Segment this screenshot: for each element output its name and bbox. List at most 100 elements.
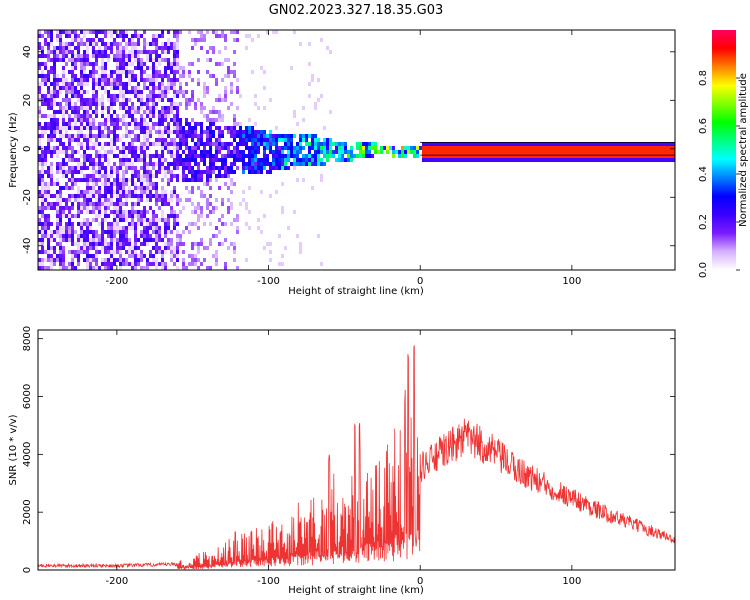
spectrogram-cell xyxy=(119,138,122,142)
spectrogram-cell xyxy=(239,122,242,126)
spectrogram-cell xyxy=(188,162,191,166)
spectrogram-cell xyxy=(158,126,161,130)
spectrogram-cell xyxy=(41,114,44,118)
spectrogram-cell xyxy=(158,122,161,126)
spectrogram-cell xyxy=(314,150,317,154)
spectrogram-cell xyxy=(521,158,524,162)
spectrogram-cell xyxy=(587,158,590,162)
spectrogram-cell xyxy=(104,238,107,242)
spectrogram-cell xyxy=(53,118,56,122)
spectrogram-cell xyxy=(68,98,71,102)
spectrogram-cell xyxy=(200,242,203,246)
spectrogram-cell xyxy=(227,146,230,150)
spectrogram-cell xyxy=(44,54,47,58)
spectrogram-cell xyxy=(158,142,161,146)
spectrogram-cell xyxy=(524,154,527,158)
spectrogram-cell xyxy=(122,102,125,106)
spectrogram-cell xyxy=(74,114,77,118)
spectrogram-cell xyxy=(368,146,371,150)
spectrogram-cell xyxy=(179,154,182,158)
spectrogram-cell xyxy=(173,190,176,194)
spectrogram-cell xyxy=(101,30,104,34)
spectrogram-cell xyxy=(554,142,557,146)
spectrogram-cell xyxy=(128,246,131,250)
spectrogram-cell xyxy=(104,166,107,170)
spectrogram-cell xyxy=(131,138,134,142)
spectrogram-cell xyxy=(80,134,83,138)
spectrogram-cell xyxy=(71,206,74,210)
spectrogram-cell xyxy=(173,166,176,170)
spectrogram-cell xyxy=(80,58,83,62)
spectrogram-cell xyxy=(230,150,233,154)
spectrogram-cell xyxy=(110,114,113,118)
spectrogram-cell xyxy=(92,234,95,238)
spectrogram-cell xyxy=(155,150,158,154)
spectrogram-cell xyxy=(221,78,224,82)
spectrogram-cell xyxy=(116,190,119,194)
spectrogram-cell xyxy=(179,234,182,238)
spectrogram-cell xyxy=(230,30,233,34)
spectrogram-cell xyxy=(50,258,53,262)
spectrogram-cell xyxy=(245,162,248,166)
spectrogram-cell xyxy=(236,218,239,222)
spectrogram-cell xyxy=(167,242,170,246)
spectrogram-cell xyxy=(104,262,107,266)
spectrogram-cell xyxy=(122,210,125,214)
spectrogram-cell xyxy=(305,162,308,166)
spectrogram-cell xyxy=(305,142,308,146)
spectrogram-cell xyxy=(95,54,98,58)
spectrogram-cell xyxy=(431,142,434,146)
spectrogram-cell xyxy=(134,210,137,214)
spectrogram-cell xyxy=(53,250,56,254)
spectrogram-cell xyxy=(77,262,80,266)
spectrogram-cell xyxy=(107,262,110,266)
spectrogram-cell xyxy=(251,166,254,170)
spectrogram-cell xyxy=(107,110,110,114)
spectrogram-cell xyxy=(113,154,116,158)
spectrogram-cell xyxy=(140,58,143,62)
spectrogram-cell xyxy=(164,170,167,174)
spectrogram-cell xyxy=(302,118,305,122)
spectrogram-cell xyxy=(80,70,83,74)
spectrogram-cell xyxy=(98,234,101,238)
spectrogram-cell xyxy=(134,226,137,230)
spectrogram-cell xyxy=(467,146,470,150)
spectrogram-cell xyxy=(47,266,50,270)
spectrogram-cell xyxy=(248,118,251,122)
spectrogram-cell xyxy=(245,202,248,206)
spectrogram-cell xyxy=(185,146,188,150)
spectrogram-cell xyxy=(143,78,146,82)
spectrogram-cell xyxy=(110,106,113,110)
spectrogram-cell xyxy=(62,106,65,110)
spectrogram-cell xyxy=(89,266,92,270)
spectrogram-cell xyxy=(173,54,176,58)
spectrogram-cell xyxy=(110,138,113,142)
spectrogram-cell xyxy=(236,226,239,230)
spectrogram-cell xyxy=(572,142,575,146)
spectrogram-cell xyxy=(38,82,41,86)
spectrogram-cell xyxy=(116,178,119,182)
spectrogram-cell xyxy=(152,66,155,70)
spectrogram-cell xyxy=(200,134,203,138)
spectrogram-cell xyxy=(134,50,137,54)
spectrogram-cell xyxy=(377,150,380,154)
spectrogram-cell xyxy=(125,58,128,62)
spectrogram-cell xyxy=(74,94,77,98)
spectrogram-cell xyxy=(146,134,149,138)
spectrogram-cell xyxy=(98,126,101,130)
spectrogram-cell xyxy=(647,154,650,158)
spectrogram-cell xyxy=(122,202,125,206)
spectrogram-cell xyxy=(323,146,326,150)
spectrogram-cell xyxy=(203,182,206,186)
spectrogram-cell xyxy=(122,262,125,266)
spectrogram-cell xyxy=(74,134,77,138)
spectrogram-cell xyxy=(236,78,239,82)
spectrogram-cell xyxy=(134,86,137,90)
spectrogram-cell xyxy=(50,58,53,62)
spectrogram-cell xyxy=(98,150,101,154)
spectrogram-cell xyxy=(149,182,152,186)
spectrogram-cell xyxy=(47,94,50,98)
spectrogram-cell xyxy=(374,150,377,154)
spectrogram-cell xyxy=(125,86,128,90)
spectrogram-cell xyxy=(113,162,116,166)
